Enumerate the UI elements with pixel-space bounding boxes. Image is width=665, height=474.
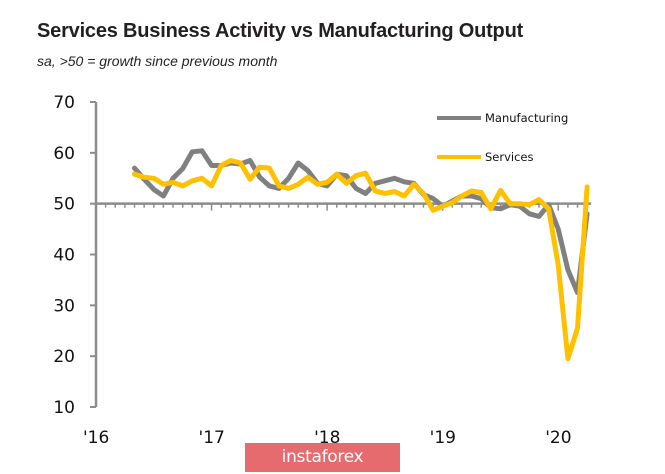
- y-tick-label: 40: [53, 246, 75, 266]
- y-tick-label: 10: [53, 398, 75, 418]
- y-tick-label: 30: [53, 296, 75, 316]
- watermark-banner: instaforex: [245, 443, 400, 472]
- x-axis: '16'17'18'19'20: [83, 202, 592, 448]
- series-line-services: [132, 158, 590, 362]
- y-tick-label: 60: [53, 144, 75, 164]
- series-group: [132, 148, 590, 362]
- y-tick-label: 20: [53, 347, 75, 367]
- chart-subtitle: sa, >50 = growth since previous month: [37, 53, 278, 69]
- legend: Manufacturing Services: [437, 111, 568, 164]
- x-tick-label: '17: [199, 428, 225, 448]
- y-tick-label: 70: [53, 93, 75, 113]
- legend-label-services: Services: [485, 150, 534, 164]
- legend-label-manufacturing: Manufacturing: [485, 111, 568, 125]
- chart-title: Services Business Activity vs Manufactur…: [37, 20, 524, 42]
- x-tick-label: '19: [430, 428, 456, 448]
- y-tick-label: 50: [53, 195, 75, 215]
- x-tick-label: '20: [545, 428, 571, 448]
- y-axis: 70 60 50 40 30 20 10: [53, 93, 98, 418]
- x-tick-label: '16: [83, 428, 109, 448]
